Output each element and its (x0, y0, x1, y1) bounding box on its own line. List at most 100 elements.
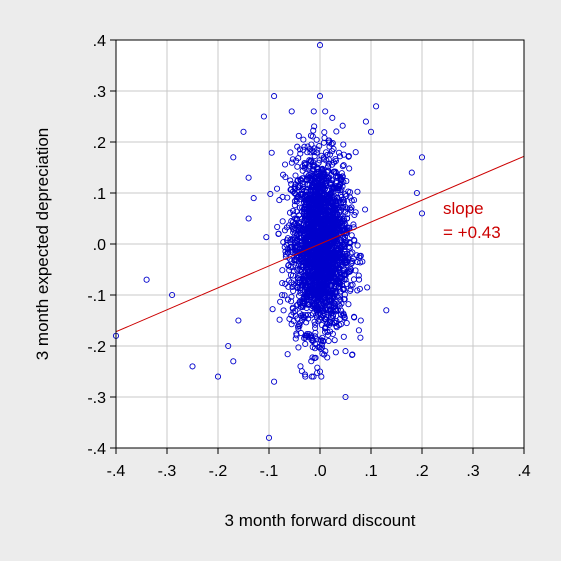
data-point (327, 270, 334, 277)
data-point (341, 253, 349, 260)
data-point (331, 239, 338, 247)
data-point (265, 434, 273, 441)
data-point (340, 268, 347, 275)
data-point (303, 294, 311, 301)
data-point (292, 307, 299, 314)
data-point (309, 244, 316, 251)
data-point (297, 300, 304, 307)
data-point (346, 165, 353, 172)
data-point (280, 307, 287, 314)
data-point (318, 284, 325, 291)
data-point (349, 351, 356, 358)
data-point (292, 172, 299, 179)
data-point (353, 252, 360, 259)
data-point (316, 142, 323, 150)
data-point (288, 312, 295, 319)
data-point (345, 301, 352, 308)
data-point (316, 42, 324, 49)
y-tick-label: -.4 (87, 441, 106, 458)
data-point (292, 181, 299, 188)
data-point (260, 113, 267, 120)
data-point (317, 281, 325, 288)
data-point (294, 315, 301, 322)
data-point (290, 267, 297, 275)
data-point (316, 316, 323, 323)
data-point (326, 143, 333, 150)
x-tick-label: .0 (313, 463, 326, 480)
data-point (357, 259, 364, 266)
x-axis-ticks: -.4 -.3 -.2 -.1 .0 .1 .2 .3 .4 (107, 448, 531, 480)
data-point (341, 248, 348, 256)
data-point (327, 293, 334, 300)
data-point (413, 189, 420, 197)
data-point (311, 123, 318, 130)
data-point (337, 187, 344, 194)
x-tick-label: -.3 (158, 463, 177, 480)
data-point (351, 237, 358, 244)
data-point (303, 319, 310, 326)
data-point (305, 234, 312, 241)
data-point (275, 230, 282, 237)
data-point (308, 218, 315, 226)
data-point (331, 230, 338, 237)
data-point (273, 185, 281, 192)
data-point (309, 268, 316, 275)
data-point (351, 197, 358, 204)
data-point (288, 279, 295, 286)
data-point (321, 200, 328, 207)
data-point (302, 373, 309, 380)
data-point (281, 161, 289, 168)
data-point (329, 223, 336, 230)
data-point (321, 291, 328, 298)
data-point (279, 280, 286, 287)
data-point (339, 222, 346, 229)
data-point (339, 173, 346, 180)
data-point (347, 287, 354, 294)
data-point (299, 287, 306, 294)
data-point (300, 136, 307, 143)
data-point (297, 286, 304, 293)
data-point (314, 165, 321, 172)
y-axis-title: 3 month expected depreciation (33, 128, 52, 361)
data-point (319, 247, 326, 254)
data-point (316, 157, 323, 164)
data-point (320, 169, 327, 176)
y-tick-label: .2 (93, 135, 106, 152)
data-point (291, 189, 298, 196)
data-point (347, 250, 354, 257)
data-point (301, 164, 308, 171)
y-tick-label: -.3 (87, 390, 106, 407)
data-point (293, 245, 300, 252)
data-point (324, 255, 331, 262)
data-point (316, 168, 323, 175)
data-point (317, 273, 325, 280)
data-point (326, 250, 334, 257)
data-point (313, 312, 320, 319)
data-point (288, 298, 295, 305)
data-point (338, 186, 345, 193)
data-point (340, 236, 347, 243)
data-point (245, 174, 252, 181)
data-point (315, 236, 322, 243)
data-point (312, 289, 319, 296)
data-point (312, 262, 319, 269)
x-tick-label: .2 (415, 463, 428, 480)
data-point (339, 122, 346, 129)
data-point (297, 176, 304, 183)
data-point (319, 334, 326, 341)
data-point (309, 300, 316, 307)
data-point (383, 307, 390, 314)
data-point (321, 277, 328, 285)
data-point (290, 207, 297, 214)
data-point (315, 318, 322, 325)
data-point (284, 351, 291, 358)
data-point (321, 129, 328, 136)
data-point (295, 344, 302, 351)
data-point (299, 163, 306, 170)
data-point (295, 220, 302, 227)
data-point (304, 311, 312, 318)
data-point (333, 177, 340, 185)
data-point (337, 153, 344, 160)
data-point (297, 303, 305, 310)
